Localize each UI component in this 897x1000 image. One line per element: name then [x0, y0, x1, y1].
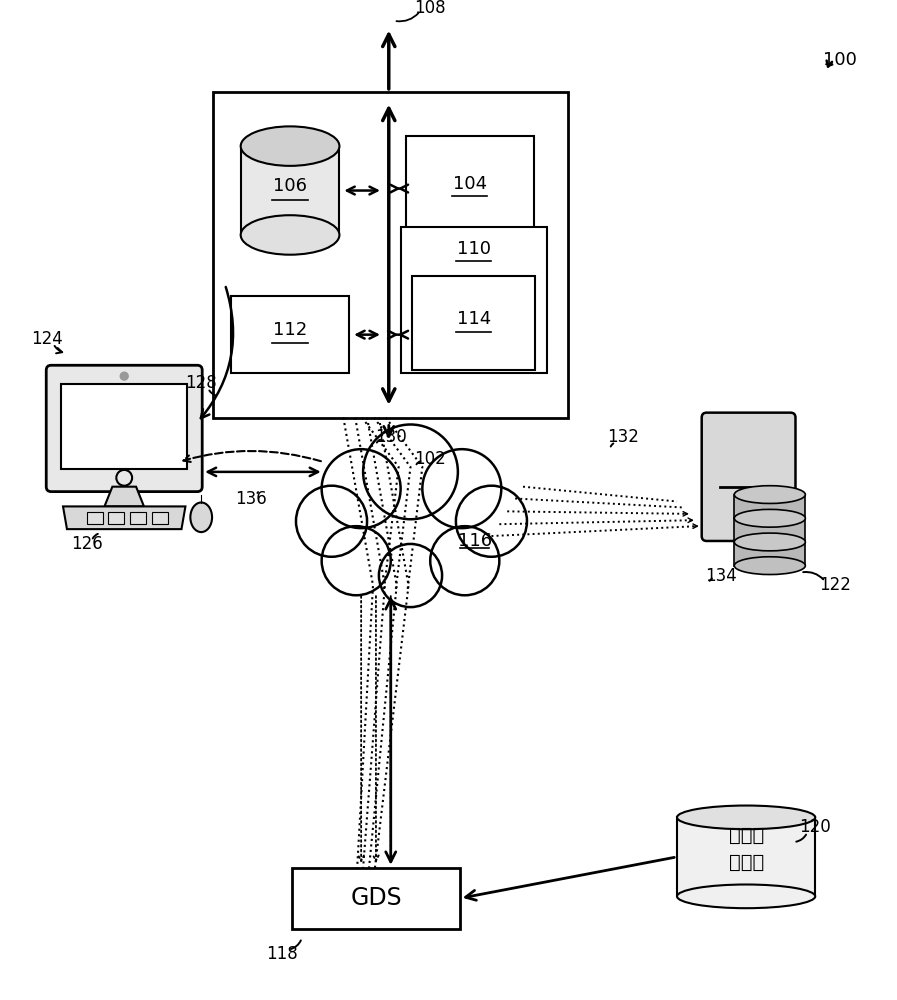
Ellipse shape — [240, 126, 339, 166]
FancyBboxPatch shape — [47, 365, 202, 492]
Circle shape — [322, 449, 401, 528]
Bar — [735, 518, 806, 542]
Ellipse shape — [677, 885, 815, 908]
Text: 108: 108 — [414, 0, 446, 17]
Bar — [735, 542, 806, 566]
Circle shape — [296, 486, 367, 557]
Text: GDS: GDS — [350, 886, 402, 910]
Text: 106: 106 — [273, 177, 307, 195]
Bar — [130, 512, 146, 524]
Circle shape — [431, 526, 500, 595]
Circle shape — [322, 526, 391, 595]
Text: 票价，
时间表: 票价， 时间表 — [728, 826, 763, 872]
Text: 120: 120 — [799, 818, 832, 836]
Circle shape — [379, 544, 442, 607]
Circle shape — [456, 486, 527, 557]
Bar — [152, 512, 168, 524]
Ellipse shape — [677, 806, 815, 829]
Bar — [240, 146, 339, 235]
Bar — [413, 276, 535, 370]
Text: 112: 112 — [273, 321, 307, 339]
Bar — [87, 512, 102, 524]
Text: 102: 102 — [414, 450, 446, 468]
Text: 134: 134 — [706, 567, 737, 585]
Bar — [231, 296, 349, 373]
Circle shape — [422, 449, 501, 528]
Circle shape — [322, 477, 421, 576]
Text: 114: 114 — [457, 310, 491, 328]
Ellipse shape — [735, 557, 806, 575]
Polygon shape — [104, 487, 144, 506]
Text: 116: 116 — [457, 532, 492, 550]
Circle shape — [344, 449, 477, 583]
Text: 136: 136 — [235, 490, 266, 508]
Ellipse shape — [735, 509, 806, 527]
Circle shape — [120, 372, 128, 380]
Ellipse shape — [735, 533, 806, 551]
Text: 100: 100 — [823, 51, 857, 69]
Text: 124: 124 — [31, 330, 63, 348]
Bar — [735, 495, 806, 518]
Text: 118: 118 — [266, 945, 298, 963]
Circle shape — [363, 424, 457, 519]
Bar — [401, 227, 546, 373]
Bar — [61, 384, 187, 469]
Bar — [109, 512, 124, 524]
Ellipse shape — [190, 502, 212, 532]
Bar — [213, 92, 569, 418]
FancyBboxPatch shape — [701, 413, 796, 541]
Polygon shape — [63, 506, 186, 529]
Circle shape — [401, 477, 500, 576]
Text: 130: 130 — [375, 428, 406, 446]
Text: 122: 122 — [819, 576, 851, 594]
Text: 110: 110 — [457, 240, 491, 258]
Text: 128: 128 — [186, 374, 217, 392]
Text: 126: 126 — [71, 535, 102, 553]
Text: 104: 104 — [453, 175, 487, 193]
Ellipse shape — [240, 215, 339, 255]
Bar — [677, 817, 815, 896]
Ellipse shape — [735, 486, 806, 503]
Text: 132: 132 — [606, 428, 639, 446]
Bar — [405, 136, 534, 240]
Bar — [292, 868, 460, 929]
